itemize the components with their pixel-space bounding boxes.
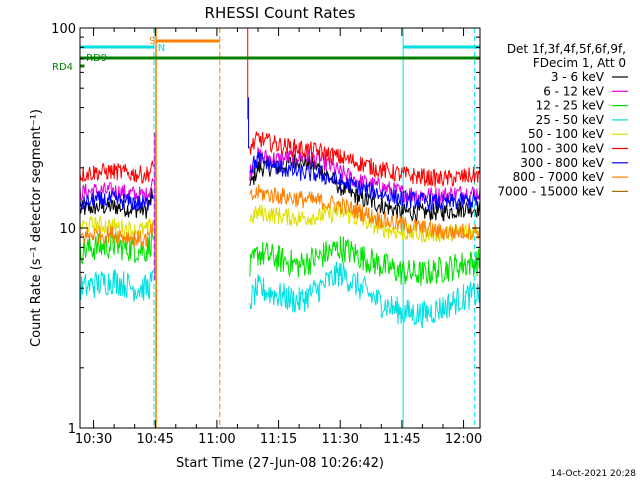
series-line-0-0 [79,188,154,219]
legend-label: 800 - 7000 keV [513,170,605,184]
legend-label: 100 - 300 keV [520,142,604,156]
legend-label: 7000 - 15000 keV [497,184,604,198]
series-line-4-0 [79,215,154,240]
x-tick-label: 11:15 [260,432,297,447]
legend-label: 12 - 25 keV [536,99,605,113]
x-tick-label: 11:45 [383,432,420,447]
legend-header-line-2: FDecim 1, Att 0 [533,56,626,70]
series-line-5-0 [79,160,154,184]
annotation-label: N [158,43,165,54]
series-line-3-1 [249,261,481,329]
x-tick-label: 10:45 [136,432,173,447]
x-tick-label: 11:00 [198,432,235,447]
plot-area: 1 10 100 10:30 10:45 11:00 11:15 11:30 11:45 12:0… [51,22,482,447]
legend-label: 25 - 50 keV [536,113,605,127]
y-axis-label: Count Rate (s⁻¹ detector segment⁻¹) [29,109,44,347]
x-axis-label: Start Time (27-Jun-08 10:26:42) [176,456,384,471]
x-tick-label: 10:30 [75,432,112,447]
series-line-3-0 [79,268,154,302]
annotation-label: RD9 [86,53,107,64]
series-line-2-1 [249,236,481,286]
legend-label: 300 - 800 keV [520,156,604,170]
chart-title: RHESSI Count Rates [205,4,356,22]
legend-header-line-1: Det 1f,3f,4f,5f,6f,9f, [507,42,626,56]
x-tick-label: 12:00 [445,432,482,447]
series-line-0-1 [249,153,481,223]
x-tick-label: 11:30 [321,432,358,447]
series-line-1-1 [249,145,481,204]
y-tick-label: 10 [59,222,76,237]
annotation-label: S [149,36,155,47]
series-line-7-0 [79,219,154,248]
legend-label: 50 - 100 keV [528,127,605,141]
y-tick-label: 1 [68,422,76,437]
legend-label: 6 - 12 keV [543,84,605,98]
annotation-label: RD4 [52,62,73,73]
series-line-6-0 [79,190,154,211]
series-line-7-1 [249,183,481,241]
legend-label: 3 - 6 keV [551,70,605,84]
series-line-6-1 [249,152,481,212]
y-tick-label: 100 [51,22,76,37]
footer-timestamp: 14-Oct-2021 20:28 [551,469,637,479]
series-line-5-1 [249,131,481,188]
